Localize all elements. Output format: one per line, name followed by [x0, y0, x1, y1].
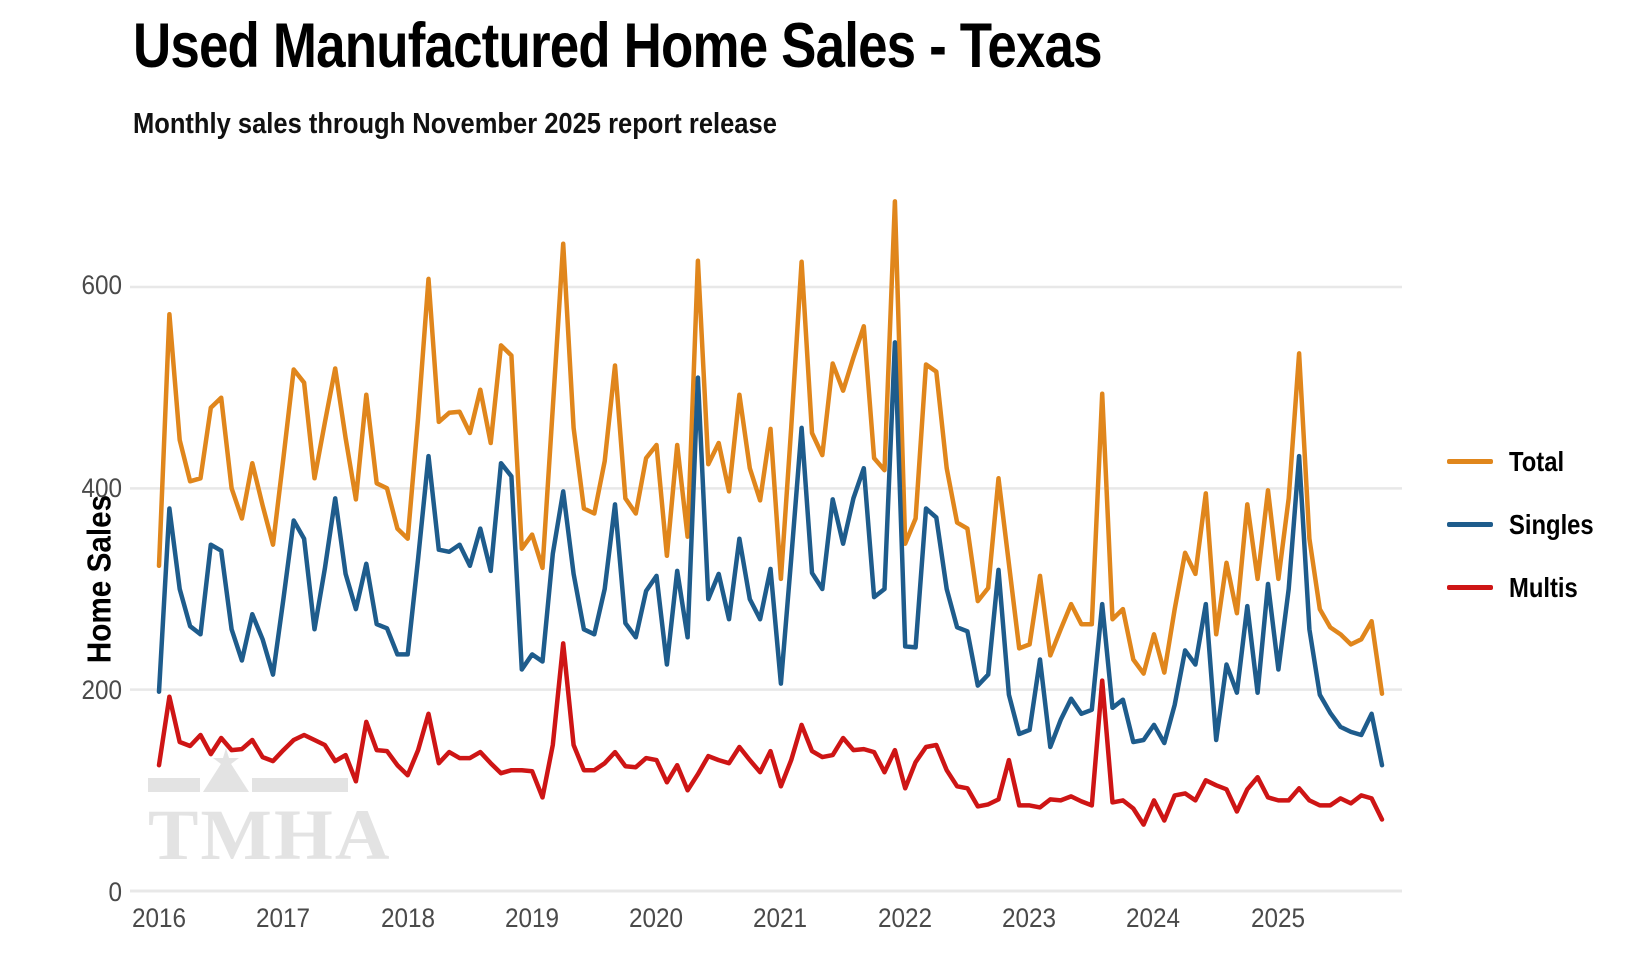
tmha-watermark-text: TMHA	[148, 795, 392, 875]
multis-series-line	[156, 641, 1385, 827]
x-tick-2017: 2017	[255, 903, 311, 933]
tmha-watermark: TMHA	[148, 748, 389, 871]
x-tick-2021: 2021	[752, 903, 808, 933]
y-tick-600: 600	[81, 270, 122, 300]
singles-series-line	[156, 340, 1385, 768]
legend-label-singles: Singles	[1509, 508, 1594, 540]
x-tick-2022: 2022	[877, 903, 933, 933]
x-tick-2020: 2020	[628, 903, 684, 933]
total-line-swatch	[1447, 459, 1493, 464]
legend-item-multis: Multis	[1447, 556, 1609, 619]
legend-label-total: Total	[1509, 445, 1565, 477]
total-series-line	[156, 199, 1385, 696]
chart-subtitle: Monthly sales through November 2025 repo…	[133, 108, 777, 140]
x-tick-2024: 2024	[1125, 903, 1181, 933]
chart-title: Used Manufactured Home Sales - Texas	[133, 11, 1103, 81]
legend-item-singles: Singles	[1447, 493, 1609, 556]
y-tick-200: 200	[81, 675, 122, 705]
legend: Total Singles Multis	[1447, 430, 1609, 619]
legend-item-total: Total	[1447, 430, 1609, 493]
x-tick-2023: 2023	[1001, 903, 1057, 933]
singles-line-swatch	[1447, 522, 1493, 527]
x-tick-2025: 2025	[1250, 903, 1306, 933]
tmha-logo-icon	[148, 748, 348, 792]
x-tick-2019: 2019	[504, 903, 560, 933]
multis-line-swatch	[1447, 585, 1493, 590]
legend-label-multis: Multis	[1509, 571, 1578, 603]
x-tick-2018: 2018	[380, 903, 436, 933]
y-tick-0: 0	[108, 877, 122, 907]
x-tick-2016: 2016	[131, 903, 187, 933]
y-tick-400: 400	[81, 473, 122, 503]
